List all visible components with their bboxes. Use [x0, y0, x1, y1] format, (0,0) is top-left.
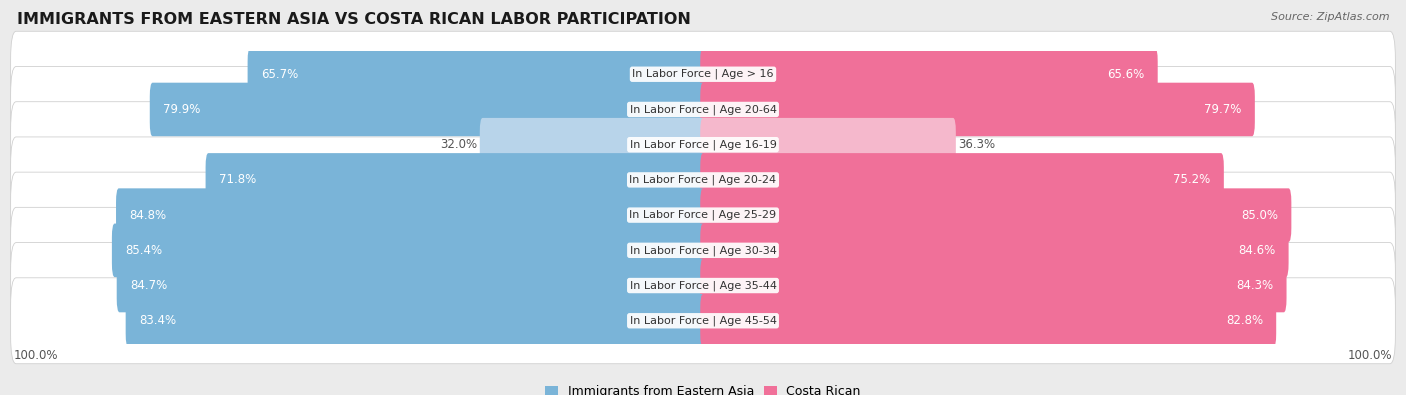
- FancyBboxPatch shape: [11, 172, 1395, 258]
- FancyBboxPatch shape: [700, 83, 1254, 136]
- Text: Source: ZipAtlas.com: Source: ZipAtlas.com: [1271, 12, 1389, 22]
- FancyBboxPatch shape: [700, 224, 1289, 277]
- FancyBboxPatch shape: [700, 259, 1286, 312]
- FancyBboxPatch shape: [11, 66, 1395, 152]
- FancyBboxPatch shape: [112, 224, 706, 277]
- Text: 83.4%: 83.4%: [139, 314, 176, 327]
- FancyBboxPatch shape: [117, 188, 706, 242]
- FancyBboxPatch shape: [700, 188, 1291, 242]
- Text: 100.0%: 100.0%: [14, 349, 59, 362]
- Text: 84.8%: 84.8%: [129, 209, 166, 222]
- FancyBboxPatch shape: [150, 83, 706, 136]
- Text: In Labor Force | Age 35-44: In Labor Force | Age 35-44: [630, 280, 776, 291]
- Text: IMMIGRANTS FROM EASTERN ASIA VS COSTA RICAN LABOR PARTICIPATION: IMMIGRANTS FROM EASTERN ASIA VS COSTA RI…: [17, 12, 690, 27]
- Text: 84.6%: 84.6%: [1239, 244, 1275, 257]
- FancyBboxPatch shape: [700, 118, 956, 171]
- FancyBboxPatch shape: [247, 47, 706, 101]
- Text: 84.7%: 84.7%: [129, 279, 167, 292]
- Text: In Labor Force | Age 20-24: In Labor Force | Age 20-24: [630, 175, 776, 185]
- Text: 85.4%: 85.4%: [125, 244, 162, 257]
- FancyBboxPatch shape: [700, 47, 1157, 101]
- Legend: Immigrants from Eastern Asia, Costa Rican: Immigrants from Eastern Asia, Costa Rica…: [541, 381, 865, 395]
- Text: In Labor Force | Age 16-19: In Labor Force | Age 16-19: [630, 139, 776, 150]
- Text: In Labor Force | Age > 16: In Labor Force | Age > 16: [633, 69, 773, 79]
- Text: 84.3%: 84.3%: [1236, 279, 1274, 292]
- FancyBboxPatch shape: [700, 294, 1277, 348]
- Text: 32.0%: 32.0%: [440, 138, 477, 151]
- FancyBboxPatch shape: [11, 137, 1395, 223]
- FancyBboxPatch shape: [205, 153, 706, 207]
- FancyBboxPatch shape: [11, 102, 1395, 188]
- FancyBboxPatch shape: [11, 207, 1395, 293]
- Text: 100.0%: 100.0%: [1347, 349, 1392, 362]
- FancyBboxPatch shape: [700, 153, 1223, 207]
- Text: In Labor Force | Age 45-54: In Labor Force | Age 45-54: [630, 316, 776, 326]
- Text: 71.8%: 71.8%: [219, 173, 256, 186]
- Text: In Labor Force | Age 25-29: In Labor Force | Age 25-29: [630, 210, 776, 220]
- FancyBboxPatch shape: [11, 243, 1395, 329]
- Text: 75.2%: 75.2%: [1174, 173, 1211, 186]
- Text: 65.6%: 65.6%: [1108, 68, 1144, 81]
- Text: In Labor Force | Age 20-64: In Labor Force | Age 20-64: [630, 104, 776, 115]
- Text: 65.7%: 65.7%: [260, 68, 298, 81]
- Text: 85.0%: 85.0%: [1241, 209, 1278, 222]
- Text: 36.3%: 36.3%: [959, 138, 995, 151]
- Text: 79.7%: 79.7%: [1205, 103, 1241, 116]
- FancyBboxPatch shape: [479, 118, 706, 171]
- FancyBboxPatch shape: [11, 278, 1395, 364]
- FancyBboxPatch shape: [125, 294, 706, 348]
- FancyBboxPatch shape: [117, 259, 706, 312]
- Text: 82.8%: 82.8%: [1226, 314, 1263, 327]
- Text: In Labor Force | Age 30-34: In Labor Force | Age 30-34: [630, 245, 776, 256]
- FancyBboxPatch shape: [11, 31, 1395, 117]
- Text: 79.9%: 79.9%: [163, 103, 200, 116]
